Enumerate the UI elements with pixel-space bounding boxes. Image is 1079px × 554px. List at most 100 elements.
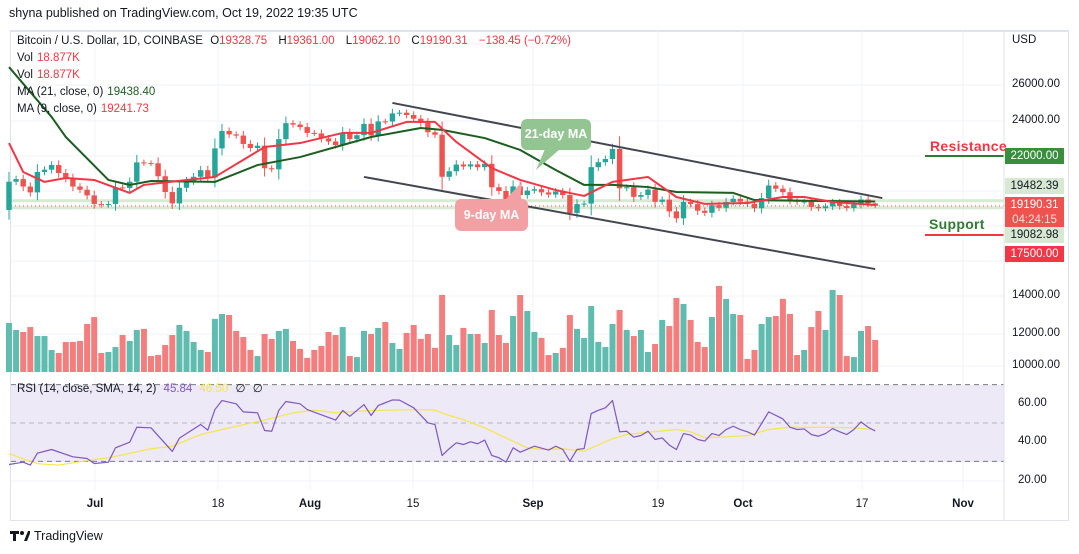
candle-body — [403, 112, 410, 115]
volume-bar — [332, 335, 339, 372]
volume-bar — [311, 349, 318, 372]
symbol-name: Bitcoin / U.S. Dollar, 1D, COINBASE — [17, 35, 203, 47]
volume-bar — [219, 313, 225, 372]
candle — [375, 115, 381, 142]
candle-body — [524, 190, 530, 196]
volume-bar — [474, 334, 481, 372]
price-tick: 10000.00 — [1012, 359, 1060, 371]
time-tick: 18 — [211, 498, 225, 510]
resistance-label: Resistance — [930, 138, 1007, 154]
candle — [418, 114, 424, 127]
candle — [48, 161, 55, 174]
volume-bar — [268, 338, 275, 372]
candle-body — [538, 189, 545, 193]
volume-bar — [119, 335, 126, 372]
volume-bar — [460, 327, 467, 372]
candle-body — [673, 211, 680, 219]
volume-bar — [233, 330, 240, 372]
candle-body — [503, 190, 509, 200]
volume-bar — [517, 295, 524, 372]
volume-bar — [432, 347, 438, 372]
rsi-sma-value: 46.50 — [199, 383, 229, 395]
volume-bar — [126, 340, 133, 372]
volume-bar — [723, 298, 730, 372]
candle — [240, 130, 246, 149]
candle-body — [837, 202, 843, 207]
candle-body — [283, 123, 289, 140]
volume-bar — [503, 342, 509, 372]
candle-body — [176, 187, 183, 204]
rsi-tick: 40.00 — [1018, 435, 1047, 447]
ma9-callout: 9-day MA — [455, 199, 528, 231]
candle — [773, 182, 779, 193]
candle-body — [531, 189, 538, 191]
candle — [659, 196, 665, 205]
candle-body — [340, 132, 346, 145]
rsi-value: 45.84 — [163, 383, 193, 395]
rsi-na-1: ∅ — [235, 383, 246, 395]
brand-name: TradingView — [34, 529, 103, 543]
candle — [382, 118, 388, 125]
volume-bar — [20, 331, 27, 372]
candle — [304, 122, 310, 138]
footer-brand[interactable]: TradingView — [10, 529, 103, 543]
candle-body — [77, 186, 83, 190]
volume-bar — [183, 330, 190, 372]
candle-body — [304, 127, 310, 133]
volume-bar — [645, 351, 651, 372]
candle — [311, 130, 317, 137]
volume-bar — [467, 334, 474, 372]
volume-bar — [595, 341, 602, 372]
candle — [581, 200, 587, 207]
volume-bar — [659, 319, 666, 372]
open-value: 19328.75 — [219, 35, 268, 47]
rsi-lines — [8, 399, 876, 466]
candle — [63, 169, 69, 183]
rsi-label: RSI (14, close, SMA, 14, 2) — [17, 383, 157, 395]
close-value: 19190.31 — [419, 35, 468, 47]
candle-body — [13, 179, 19, 182]
volume-bar — [62, 341, 69, 372]
volume-bar — [822, 329, 829, 372]
volume-bar — [105, 351, 112, 372]
candle — [20, 174, 26, 192]
candle — [496, 183, 502, 195]
candle-body — [545, 192, 552, 195]
volume-bar — [666, 326, 673, 372]
candle — [155, 157, 161, 183]
candle — [680, 195, 687, 226]
candle — [233, 131, 239, 139]
candle-body — [233, 134, 239, 136]
candle — [666, 194, 672, 217]
volume-bar — [290, 340, 296, 372]
candle-body — [624, 187, 630, 189]
candle-body — [773, 185, 779, 189]
candle — [702, 207, 708, 216]
chart-frame — [10, 30, 1069, 521]
candle — [148, 160, 154, 166]
candle-body — [482, 163, 488, 168]
volume-bar — [751, 349, 758, 372]
candle-body — [318, 133, 325, 139]
volume-bar — [361, 330, 367, 372]
volume-bar — [737, 315, 744, 372]
volume-bar — [304, 357, 311, 372]
candle-body — [822, 206, 829, 209]
volume-bar — [652, 344, 659, 372]
candle — [361, 118, 367, 141]
candle — [844, 202, 850, 212]
volume-bar — [339, 327, 346, 372]
volume-bar — [226, 315, 233, 372]
candle-body — [695, 204, 701, 211]
candle — [560, 187, 566, 199]
candle-body — [269, 168, 275, 170]
candle — [815, 203, 822, 212]
volume-bar — [559, 347, 566, 372]
candle-body — [98, 203, 104, 205]
candle — [602, 155, 609, 166]
candle — [439, 121, 445, 190]
volume-bar — [176, 325, 183, 372]
candle-body — [6, 181, 12, 210]
candle — [283, 116, 289, 146]
